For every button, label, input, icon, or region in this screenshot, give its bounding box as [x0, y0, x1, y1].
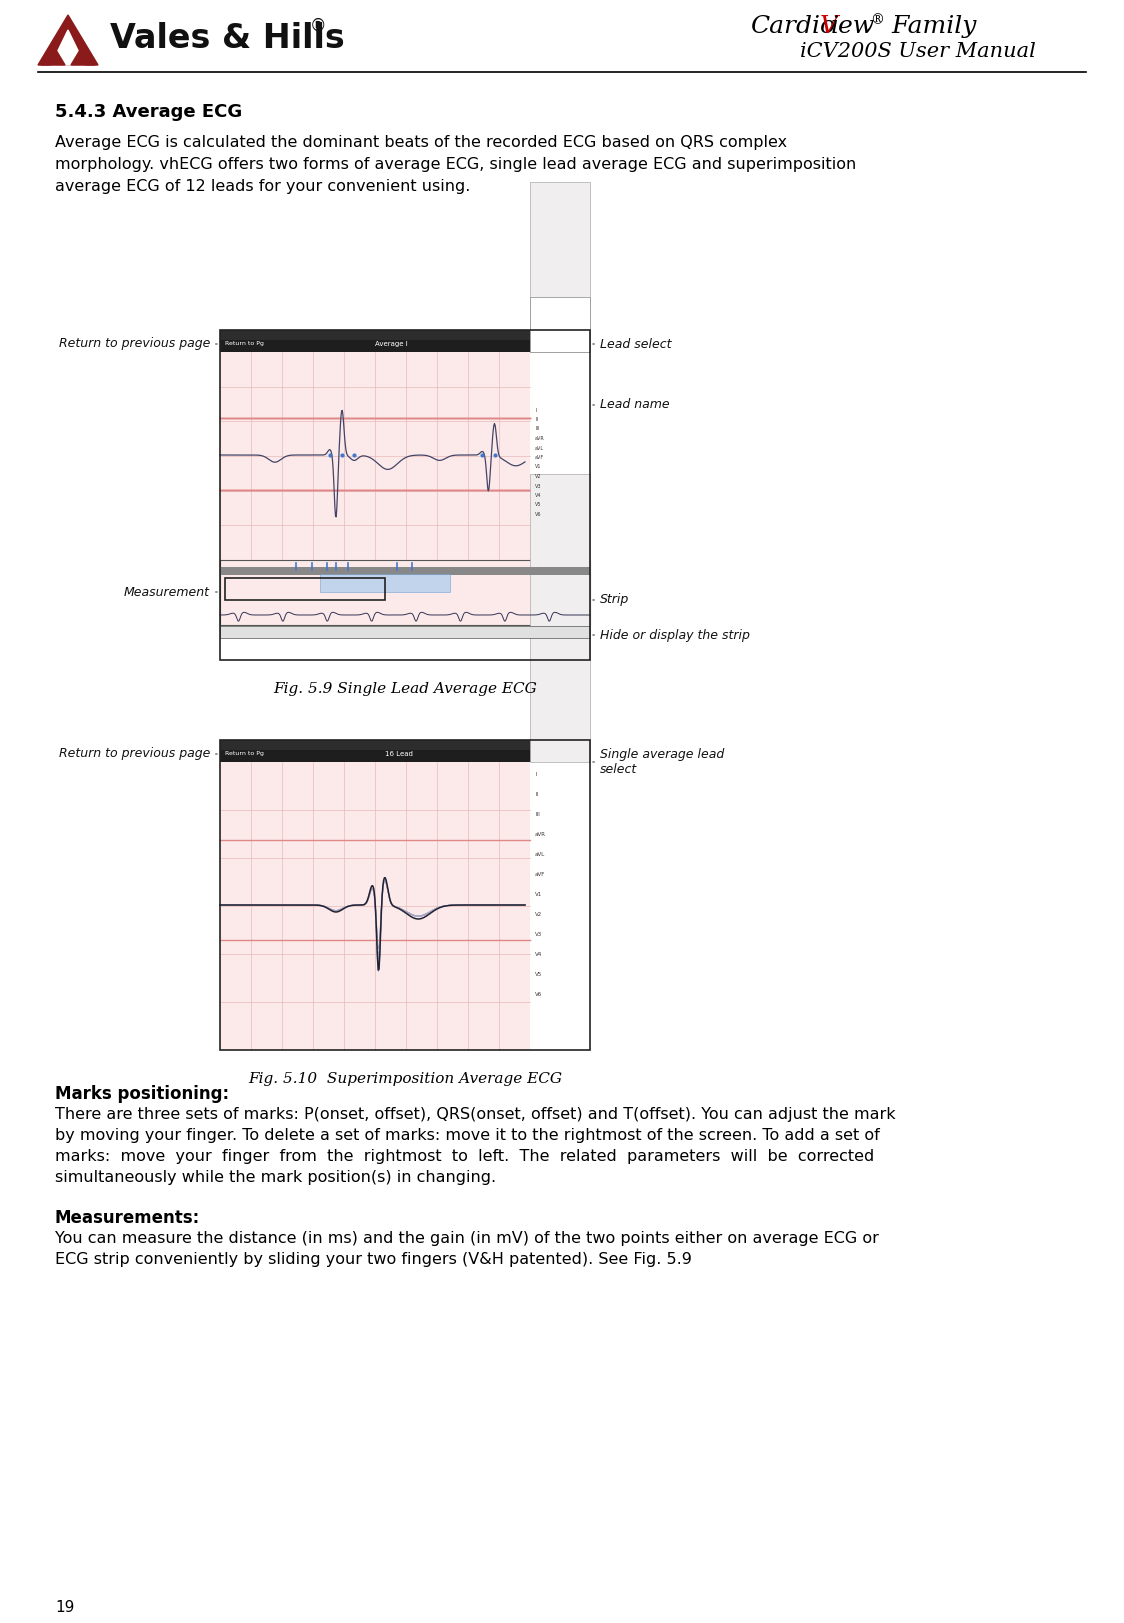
Text: iew: iew — [831, 15, 876, 37]
Text: iCV200S User Manual: iCV200S User Manual — [800, 42, 1035, 62]
Text: ®: ® — [310, 16, 326, 36]
Bar — [220, 329, 590, 661]
Polygon shape — [51, 29, 85, 65]
Text: Lead name: Lead name — [592, 399, 670, 412]
Text: V5: V5 — [535, 972, 542, 977]
Text: Strip: Strip — [592, 594, 629, 607]
Text: V5: V5 — [535, 503, 542, 508]
Bar — [220, 566, 590, 575]
Bar — [220, 740, 590, 750]
Text: V6: V6 — [535, 511, 542, 518]
Bar — [531, 297, 590, 352]
Text: Hide or display the strip: Hide or display the strip — [592, 628, 750, 641]
Text: Measurement: Measurement — [124, 586, 217, 599]
Text: V6: V6 — [535, 993, 542, 998]
Text: V4: V4 — [535, 493, 542, 498]
Text: Return to previous page: Return to previous page — [58, 748, 217, 761]
Text: I: I — [535, 773, 536, 777]
Bar — [220, 352, 531, 560]
Text: aVL: aVL — [535, 852, 545, 857]
Text: ®: ® — [870, 13, 883, 28]
Bar — [320, 575, 450, 592]
Bar — [220, 560, 590, 625]
Text: Return to previous page: Return to previous page — [58, 338, 217, 351]
Polygon shape — [38, 15, 98, 65]
Text: V1: V1 — [535, 893, 542, 898]
Bar — [220, 763, 531, 1050]
Text: Average I: Average I — [375, 341, 408, 347]
Bar — [220, 329, 590, 352]
Text: 16 Lead: 16 Lead — [386, 751, 413, 756]
Text: Marks positioning:: Marks positioning: — [55, 1086, 229, 1104]
Text: morphology. vhECG offers two forms of average ECG, single lead average ECG and s: morphology. vhECG offers two forms of av… — [55, 157, 856, 172]
Text: Measurements:: Measurements: — [55, 1209, 200, 1227]
Text: V2: V2 — [535, 474, 542, 479]
Text: Vales & Hills: Vales & Hills — [110, 21, 345, 55]
Text: V: V — [821, 15, 839, 37]
Text: II: II — [535, 792, 538, 797]
Text: You can measure the distance (in ms) and the gain (in mV) of the two points eith: You can measure the distance (in ms) and… — [55, 1230, 879, 1246]
Polygon shape — [71, 45, 96, 65]
Text: aVF: aVF — [535, 873, 545, 878]
Text: aVL: aVL — [535, 445, 544, 451]
Text: V3: V3 — [535, 484, 542, 489]
Text: Single average lead
select: Single average lead select — [592, 748, 724, 776]
Text: V2: V2 — [535, 912, 542, 917]
Bar — [220, 329, 590, 339]
Text: V3: V3 — [535, 933, 542, 938]
Text: marks:  move  your  finger  from  the  rightmost  to  left.  The  related  param: marks: move your finger from the rightmo… — [55, 1149, 874, 1164]
Bar — [220, 740, 590, 1050]
Text: II: II — [535, 417, 538, 422]
Text: Family: Family — [883, 15, 977, 37]
Bar — [531, 474, 590, 763]
Text: V1: V1 — [535, 464, 542, 469]
Bar — [220, 626, 590, 638]
Text: Fig. 5.10  Superimposition Average ECG: Fig. 5.10 Superimposition Average ECG — [248, 1073, 562, 1086]
Text: simultaneously while the mark position(s) in changing.: simultaneously while the mark position(s… — [55, 1170, 496, 1185]
Text: 19: 19 — [55, 1600, 74, 1615]
Text: Lead select: Lead select — [592, 338, 671, 351]
Bar — [225, 578, 386, 601]
Text: aVR: aVR — [535, 833, 546, 837]
Text: III: III — [535, 427, 540, 432]
Polygon shape — [40, 45, 65, 65]
Text: Average ECG is calculated the dominant beats of the recorded ECG based on QRS co: Average ECG is calculated the dominant b… — [55, 135, 787, 149]
Text: ECG strip conveniently by sliding your two fingers (V&H patented). See Fig. 5.9: ECG strip conveniently by sliding your t… — [55, 1251, 692, 1268]
Bar — [220, 740, 590, 763]
Text: aVR: aVR — [535, 437, 545, 441]
Text: Fig. 5.9 Single Lead Average ECG: Fig. 5.9 Single Lead Average ECG — [273, 682, 537, 696]
Text: average ECG of 12 leads for your convenient using.: average ECG of 12 leads for your conveni… — [55, 179, 470, 195]
Text: Cardio: Cardio — [750, 15, 835, 37]
Text: Return to Pg: Return to Pg — [225, 751, 264, 756]
Text: There are three sets of marks: P(onset, offset), QRS(onset, offset) and T(offset: There are three sets of marks: P(onset, … — [55, 1107, 896, 1121]
Bar — [531, 182, 590, 352]
Text: I: I — [535, 407, 536, 412]
Text: V4: V4 — [535, 953, 542, 958]
Text: 5.4.3 Average ECG: 5.4.3 Average ECG — [55, 102, 243, 122]
Text: by moving your finger. To delete a set of marks: move it to the rightmost of the: by moving your finger. To delete a set o… — [55, 1128, 880, 1143]
Text: aVF: aVF — [535, 454, 544, 459]
Text: Return to Pg: Return to Pg — [225, 341, 264, 346]
Text: III: III — [535, 813, 540, 818]
